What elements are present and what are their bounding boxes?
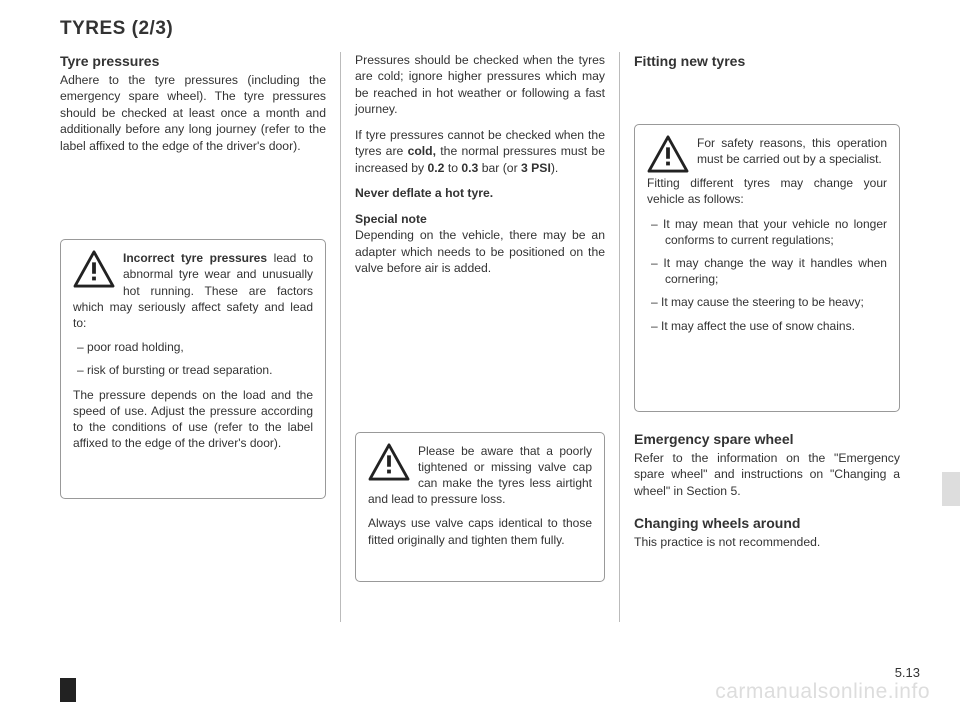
bottom-marker [60, 678, 76, 702]
warning-box-valve: Please be aware that a poorly tightened … [355, 432, 605, 582]
warn-right-list: It may mean that your vehicle no longer … [647, 216, 887, 334]
mid-p2: If tyre pressures cannot be checked when… [355, 127, 605, 176]
columns: Tyre pressures Adhere to the tyre pressu… [60, 52, 920, 622]
warning-icon [647, 135, 689, 173]
warning-icon [368, 443, 410, 481]
right-p3: This practice is not recommended. [634, 534, 900, 550]
heading-changing: Changing wheels around [634, 514, 900, 533]
right-p2: Refer to the information on the "Emergen… [634, 450, 900, 499]
warning-icon [73, 250, 115, 288]
warn-right-li3: It may cause the steering to be heavy; [647, 294, 887, 310]
mid-special-p: Depending on the vehicle, there may be a… [355, 228, 605, 275]
column-left: Tyre pressures Adhere to the tyre pressu… [60, 52, 340, 622]
column-middle: Pressures should be checked when the tyr… [340, 52, 620, 622]
watermark: carmanualsonline.info [715, 680, 930, 704]
mid-never: Never deflate a hot tyre. [355, 185, 605, 201]
mid-special-h: Special note [355, 212, 427, 226]
warn-mid-p2: Always use valve caps identical to those… [368, 515, 592, 547]
warn-right-li4: It may affect the use of snow chains. [647, 318, 887, 334]
left-p1: Adhere to the tyre pressures (including … [60, 72, 326, 154]
page-container: TYRES (2/3) Tyre pressures Adhere to the… [0, 0, 960, 710]
warning-box-pressures: Incorrect tyre pressures lead to abnorma… [60, 239, 326, 499]
page-title: TYRES (2/3) [60, 18, 920, 40]
warning-box-fitting: For safety reasons, this op­eration must… [634, 124, 900, 412]
warn-left-list: poor road holding, risk of bursting or t… [73, 339, 313, 378]
warn-right-li2: It may change the way it handles when co… [647, 255, 887, 287]
heading-spare: Emergency spare wheel [634, 430, 900, 449]
page-number: 5.13 [895, 665, 920, 680]
heading-tyre-pressures: Tyre pressures [60, 52, 326, 71]
mid-special: Special note Depending on the vehicle, t… [355, 211, 605, 277]
title-main: TYRES [60, 18, 126, 39]
heading-fitting: Fitting new tyres [634, 52, 900, 71]
mid-p1: Pressures should be checked when the tyr… [355, 52, 605, 118]
warn-left-li1: poor road holding, [73, 339, 313, 355]
warn-right-li1: It may mean that your vehicle no longer … [647, 216, 887, 248]
title-part: (2/3) [132, 18, 174, 39]
warn-left-lead-bold: Incorrect tyre pressures [123, 251, 267, 265]
column-right: Fitting new tyres For safety reasons, th… [620, 52, 910, 622]
side-tab [942, 472, 960, 506]
warn-right-lead2: Fitting different tyres may change your … [647, 175, 887, 207]
warn-left-p2: The pressure depends on the load and the… [73, 387, 313, 452]
warn-left-li2: risk of bursting or tread separa­tion. [73, 362, 313, 378]
